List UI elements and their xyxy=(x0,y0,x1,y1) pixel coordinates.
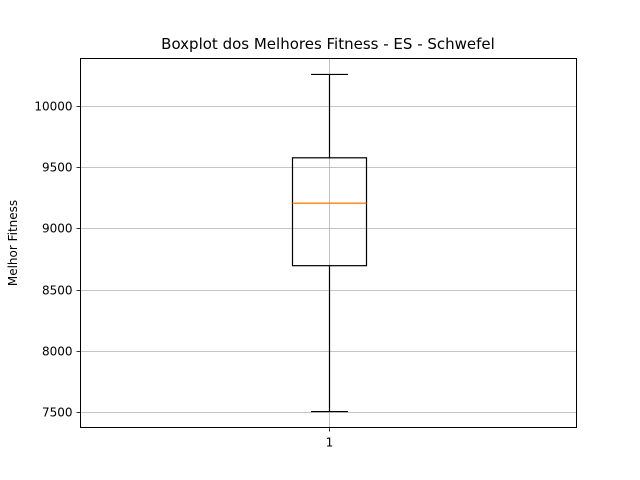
box-iqr xyxy=(291,157,368,267)
y-tick-label: 8000 xyxy=(42,345,73,359)
chart-title: Boxplot dos Melhores Fitness - ES - Schw… xyxy=(161,35,495,53)
y-tick-label: 7500 xyxy=(42,406,73,420)
box-elements xyxy=(291,73,368,413)
axis-ticks: 7500 8000 8500 9000 9500 10000 1 xyxy=(34,100,333,450)
y-tick-label: 9500 xyxy=(42,161,73,175)
x-tick-label: 1 xyxy=(326,436,334,450)
y-tick-label: 10000 xyxy=(34,100,72,114)
plot-area-frame xyxy=(80,58,577,428)
y-axis-label: Melhor Fitness xyxy=(6,200,20,286)
y-tick-label: 9000 xyxy=(42,222,73,236)
grid-lines xyxy=(80,58,577,428)
y-tick-label: 8500 xyxy=(42,284,73,298)
